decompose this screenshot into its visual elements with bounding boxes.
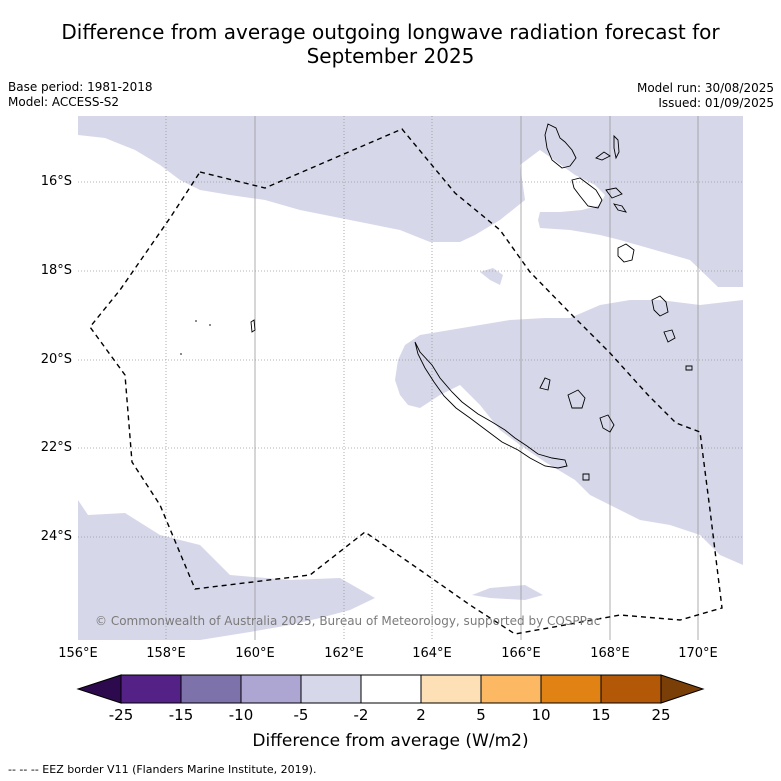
map-svg <box>78 116 743 640</box>
lon-label-162e: 162°E <box>324 646 364 661</box>
colorbar-bin-7 <box>480 674 542 704</box>
vanuatu-tanna <box>651 295 669 317</box>
colorbar-tick: -10 <box>228 706 254 724</box>
new-caledonia-coast <box>414 341 568 469</box>
colorbar-extend-low <box>76 674 122 704</box>
colorbar-tick: -2 <box>353 706 369 724</box>
islet-2 <box>582 473 590 481</box>
map-title: Difference from average outgoing longwav… <box>0 20 781 68</box>
copyright-text: © Commonwealth of Australia 2025, Bureau… <box>95 614 601 628</box>
colorbar-bin-3 <box>240 674 302 704</box>
base-period: Base period: 1981-2018 <box>8 80 153 94</box>
lat-label-16s: 16°S <box>40 174 72 189</box>
anomaly-region-patch-b <box>472 585 543 600</box>
lon-label-166e: 166°E <box>501 646 541 661</box>
model-name: Model: ACCESS-S2 <box>8 95 120 109</box>
vanuatu-island-d <box>612 203 628 213</box>
title-line-2: September 2025 <box>306 44 475 68</box>
lon-label-158e: 158°E <box>146 646 186 661</box>
colorbar-bin-8 <box>540 674 602 704</box>
loyalty-island-2 <box>567 389 586 409</box>
issued-date: Issued: 01/09/2025 <box>658 96 774 110</box>
colorbar-bin-4 <box>300 674 362 704</box>
colorbar-label: Difference from average (W/m2) <box>252 731 529 751</box>
lon-label-164e: 164°E <box>412 646 452 661</box>
lon-label-156e: 156°E <box>58 646 98 661</box>
lat-label-18s: 18°S <box>40 263 72 278</box>
vanuatu-efate <box>617 243 635 263</box>
anomaly-region-north <box>78 116 743 287</box>
meta-right: Model run: 30/08/2025 Issued: 01/09/2025 <box>637 81 774 111</box>
colorbar <box>76 674 705 704</box>
colorbar-tick: 10 <box>531 706 551 724</box>
graticule <box>78 116 743 640</box>
vanuatu-santo <box>544 123 577 169</box>
vanuatu-island-b <box>595 151 611 161</box>
colorbar-extend-high <box>660 674 705 704</box>
lat-label-24s: 24°S <box>40 529 72 544</box>
colorbar-tick: 15 <box>591 706 611 724</box>
colorbar-bin-1 <box>120 674 182 704</box>
coastlines <box>180 123 693 481</box>
eez-legend-footnote: -- -- -- EEZ border V11 (Flanders Marine… <box>8 763 317 776</box>
colorbar-tick: 25 <box>651 706 671 724</box>
colorbar-tick: 2 <box>416 706 426 724</box>
colorbar-bin-5 <box>360 674 422 704</box>
anomaly-region-southwest <box>78 500 375 640</box>
colorbar-tick: -5 <box>293 706 309 724</box>
vanuatu-aneityum <box>663 329 676 343</box>
title-line-1: Difference from average outgoing longwav… <box>61 20 720 44</box>
anomaly-region-patch-a <box>480 268 503 285</box>
colorbar-bin-9 <box>600 674 662 704</box>
map-panel <box>78 116 743 640</box>
colorbar-tick: -25 <box>108 706 134 724</box>
anomaly-region-central <box>395 300 743 565</box>
meta-left: Base period: 1981-2018 Model: ACCESS-S2 <box>8 80 153 110</box>
colorbar-tick: -15 <box>168 706 194 724</box>
lat-label-22s: 22°S <box>40 440 72 455</box>
lat-label-20s: 20°S <box>40 352 72 367</box>
model-run: Model run: 30/08/2025 <box>636 81 774 95</box>
loyalty-island-3 <box>599 414 615 433</box>
lon-label-168e: 168°E <box>590 646 630 661</box>
anomaly-shading <box>78 116 743 640</box>
vanuatu-island-a <box>613 134 620 160</box>
colorbar-tick: 5 <box>476 706 486 724</box>
vanuatu-island-c <box>605 187 623 199</box>
islet-1 <box>685 365 693 371</box>
colorbar-bin-2 <box>180 674 242 704</box>
eez-border <box>89 128 723 635</box>
lon-label-160e: 160°E <box>235 646 275 661</box>
loyalty-island-1 <box>539 377 551 391</box>
colorbar-bin-6 <box>420 674 482 704</box>
vanuatu-malekula <box>571 177 603 209</box>
lon-label-170e: 170°E <box>678 646 718 661</box>
chesterfield-islet-1 <box>250 319 256 333</box>
